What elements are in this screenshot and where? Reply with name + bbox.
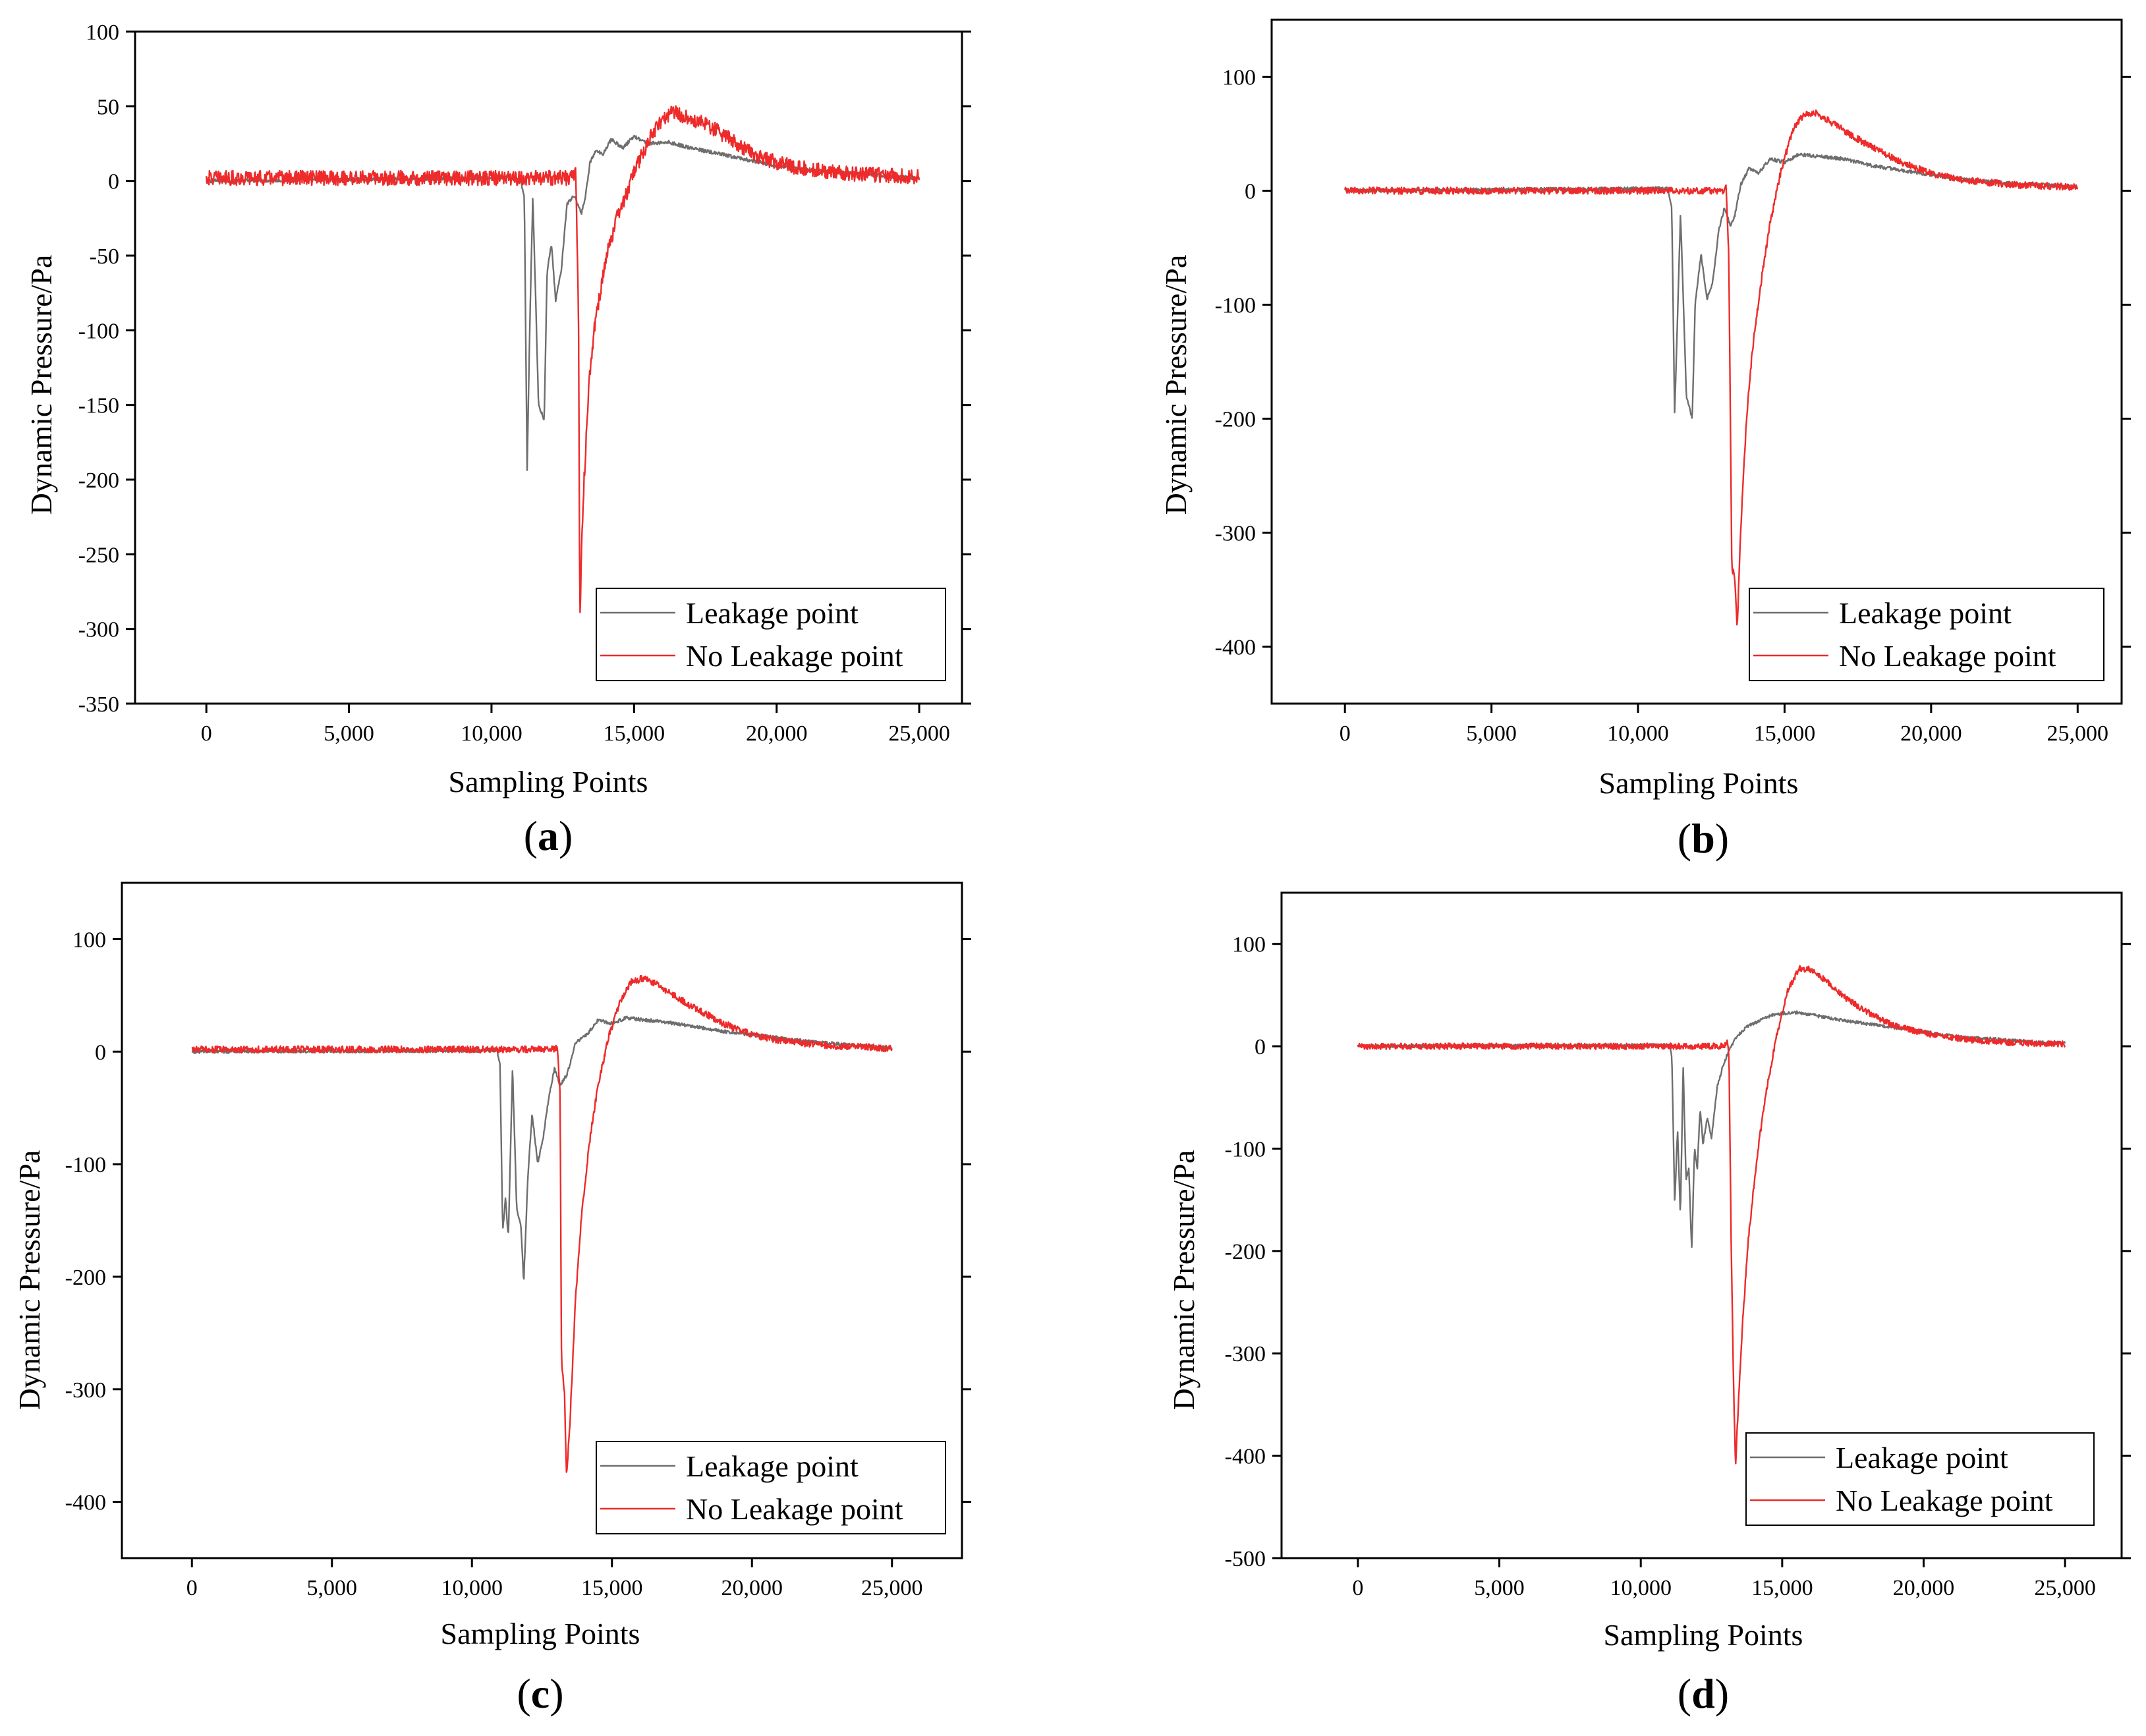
ylabel: Dynamic Pressure/Pa: [13, 1150, 46, 1411]
x-tick-label: 10,000: [1607, 721, 1669, 746]
legend-label: Leakage point: [1839, 596, 2012, 630]
y-tick-label: -300: [78, 618, 119, 642]
x-tick-label: 5,000: [1474, 1576, 1525, 1600]
y-tick-label: 0: [95, 1040, 106, 1065]
y-tick-label: -100: [1225, 1137, 1266, 1162]
y-tick-label: 50: [97, 95, 119, 119]
legend-box: [596, 588, 946, 681]
x-tick-label: 5,000: [307, 1576, 358, 1600]
y-tick-label: -200: [65, 1266, 106, 1290]
y-tick-label: -300: [1215, 522, 1256, 546]
xlabel: Sampling Points: [1599, 766, 1799, 800]
x-tick-label: 0: [186, 1576, 198, 1600]
ylabel: Dynamic Pressure/Pa: [24, 255, 58, 515]
plot-frame: [134, 30, 963, 705]
y-tick-label: 100: [72, 928, 106, 952]
legend-label: No Leakage point: [686, 1492, 903, 1526]
y-tick-label: -100: [1215, 294, 1256, 318]
y-tick-label: -100: [78, 319, 119, 343]
series-line-leakage: [191, 1015, 893, 1280]
y-tick-label: -350: [78, 692, 119, 717]
ylabel: Dynamic Pressure/Pa: [1167, 1150, 1200, 1411]
y-tick-label: -200: [78, 468, 119, 493]
x-tick-label: 15,000: [604, 721, 665, 746]
x-tick-label: 20,000: [721, 1576, 783, 1600]
y-tick-label: 0: [1255, 1035, 1266, 1059]
ylabel: Dynamic Pressure/Pa: [1159, 255, 1193, 515]
x-tick-label: 25,000: [2047, 721, 2109, 746]
panel-c: 100 0 -100 -200 -300 -400 0 5,000 10,000 15,000 20…: [13, 882, 971, 1717]
x-tick-label: 10,000: [1610, 1576, 1672, 1600]
legend-label: Leakage point: [686, 1449, 859, 1483]
legend-label: Leakage point: [1836, 1441, 2008, 1474]
y-tick-label: -50: [90, 244, 119, 269]
series-line-no-leakage: [1357, 965, 2066, 1465]
x-tick-label: 0: [1340, 721, 1351, 746]
y-tick-label: 0: [1245, 180, 1256, 204]
x-tick-label: 5,000: [1466, 721, 1517, 746]
y-tick-label: -300: [1225, 1342, 1266, 1366]
legend-label: No Leakage point: [686, 639, 903, 673]
panel-label-c: (c): [517, 1670, 563, 1717]
xlabel: Sampling Points: [441, 1617, 640, 1650]
y-tick-label: 100: [1232, 933, 1266, 957]
x-tick-label: 20,000: [746, 721, 808, 746]
y-tick-label: -300: [65, 1378, 106, 1403]
y-tick-label: 100: [86, 20, 119, 45]
y-tick-label: -250: [78, 543, 119, 567]
y-tick-label: -200: [1225, 1240, 1266, 1264]
x-tick-label: 25,000: [861, 1576, 923, 1600]
series-line-no-leakage: [1344, 109, 2079, 626]
x-tick-label: 20,000: [1893, 1576, 1955, 1600]
panel-label-a: (a): [524, 812, 573, 859]
y-tick-label: 100: [1222, 66, 1256, 90]
y-tick-label: -400: [1215, 636, 1256, 660]
x-tick-label: 10,000: [461, 721, 522, 746]
y-tick-label: -400: [1225, 1445, 1266, 1469]
panel-label-b: (b): [1678, 815, 1729, 862]
y-tick-label: -200: [1215, 408, 1256, 432]
xlabel: Sampling Points: [449, 765, 648, 798]
legend-label: Leakage point: [686, 596, 859, 630]
legend-box: [1745, 1432, 2095, 1526]
series-line-no-leakage: [191, 975, 893, 1473]
x-tick-label: 5,000: [324, 721, 374, 746]
x-tick-label: 25,000: [888, 721, 950, 746]
series-line-leakage: [206, 135, 920, 471]
y-tick-label: -400: [65, 1491, 106, 1515]
xlabel: Sampling Points: [1604, 1618, 1803, 1652]
plot-frame: [121, 882, 963, 1559]
y-tick-label: -150: [78, 394, 119, 418]
x-tick-label: 15,000: [1751, 1576, 1813, 1600]
x-tick-label: 25,000: [2034, 1576, 2096, 1600]
legend-box: [1749, 588, 2104, 681]
plot-frame: [1280, 891, 2123, 1559]
legend-box: [596, 1441, 946, 1534]
x-tick-label: 10,000: [441, 1576, 503, 1600]
panel-d: 100 0 -100 -200 -300 -400 -500 0 5,000 10,000 15,0…: [1167, 891, 2131, 1717]
x-tick-label: 0: [1352, 1576, 1363, 1600]
legend-label: No Leakage point: [1839, 639, 2056, 673]
x-tick-label: 15,000: [581, 1576, 643, 1600]
plot-frame: [1270, 18, 2123, 705]
panel-a: 100 50 0 -50 -100 -150 -200 -250 -300 -350 0 5,000 1…: [24, 20, 971, 859]
x-tick-label: 15,000: [1754, 721, 1816, 746]
legend-label: No Leakage point: [1836, 1484, 2053, 1517]
panel-label-d: (d): [1678, 1670, 1729, 1717]
x-tick-label: 20,000: [1900, 721, 1962, 746]
panel-b: 100 0 -100 -200 -300 -400 0 5,000 10,000 15,000 20…: [1159, 18, 2131, 862]
x-tick-label: 0: [201, 721, 212, 746]
series-line-no-leakage: [206, 105, 920, 613]
y-tick-label: 0: [108, 170, 119, 194]
y-tick-label: -100: [65, 1153, 106, 1177]
y-tick-label: -500: [1225, 1547, 1266, 1571]
